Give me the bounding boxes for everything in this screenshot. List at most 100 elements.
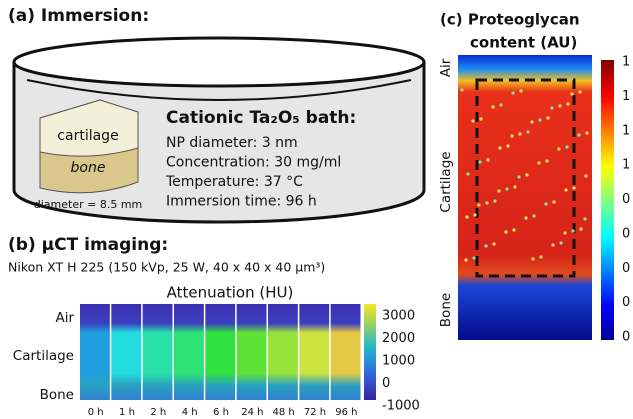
panel-b-subtitle: Nikon XT H 225 (150 kVp, 25 W, 40 x 40 x… bbox=[8, 260, 325, 275]
speckle bbox=[537, 161, 540, 164]
speckle bbox=[544, 202, 547, 205]
speckle bbox=[578, 90, 581, 93]
row-label: Bone bbox=[438, 293, 454, 327]
speckle bbox=[525, 173, 528, 176]
speckle bbox=[558, 104, 561, 107]
colorbar bbox=[364, 304, 376, 400]
speckle bbox=[532, 214, 535, 217]
bath-line: Immersion time: 96 h bbox=[166, 194, 317, 210]
time-label: 0 h bbox=[88, 407, 104, 418]
colorbar-tick-label: 1000 bbox=[382, 354, 415, 369]
time-label: 1 h bbox=[119, 407, 135, 418]
speckle bbox=[524, 216, 527, 219]
ct-tile bbox=[205, 304, 235, 400]
speckle bbox=[512, 228, 515, 231]
ct-tile bbox=[331, 304, 361, 400]
ct-tile bbox=[143, 304, 173, 400]
bath-line: Concentration: 30 mg/ml bbox=[166, 155, 341, 171]
bath-line: NP diameter: 3 nm bbox=[166, 135, 298, 151]
colorbar-tick-label: 0 bbox=[382, 376, 390, 391]
speckle bbox=[466, 172, 469, 175]
diameter-label: diameter = 8.5 mm bbox=[34, 198, 143, 211]
speckle bbox=[539, 255, 542, 258]
speckle bbox=[473, 213, 476, 216]
row-label: Cartilage bbox=[438, 151, 454, 212]
colorbar-tick-label: 0 bbox=[622, 226, 630, 241]
speckle bbox=[564, 188, 567, 191]
speckle bbox=[519, 89, 522, 92]
row-label: Air bbox=[438, 58, 454, 77]
speckle bbox=[477, 203, 480, 206]
row-label: Bone bbox=[40, 387, 74, 403]
speckle bbox=[465, 215, 468, 218]
ct-tile bbox=[268, 304, 298, 400]
speckle bbox=[545, 159, 548, 162]
speckle bbox=[464, 258, 467, 261]
speckle bbox=[546, 116, 549, 119]
time-label: 2 h bbox=[150, 407, 166, 418]
speckle bbox=[513, 185, 516, 188]
time-label: 6 h bbox=[213, 407, 229, 418]
colorbar-tick-label: 0 bbox=[622, 261, 630, 276]
ct-tile bbox=[174, 304, 204, 400]
speckle bbox=[485, 201, 488, 204]
figure: (a) Immersion: cartilage bone diameter =… bbox=[0, 0, 633, 419]
speckle bbox=[557, 147, 560, 150]
speckle bbox=[572, 186, 575, 189]
colorbar-tick-label: 1 bbox=[622, 89, 630, 104]
speckle bbox=[577, 133, 580, 136]
time-label: 24 h bbox=[241, 407, 263, 418]
speckle bbox=[504, 230, 507, 233]
ct-tile bbox=[111, 304, 141, 400]
colorbar-tick-label: 1 bbox=[622, 158, 630, 173]
speckle bbox=[559, 241, 562, 244]
time-label: 4 h bbox=[182, 407, 198, 418]
panel-b-title: (b) µCT imaging: bbox=[8, 235, 168, 255]
speckle bbox=[550, 106, 553, 109]
panel-c-title: (c) Proteoglycan bbox=[440, 11, 580, 29]
bath-title: Cationic Ta₂O₅ bath: bbox=[166, 108, 356, 128]
beaker-rim bbox=[14, 38, 424, 86]
speckle bbox=[511, 91, 514, 94]
speckle bbox=[510, 134, 513, 137]
speckle bbox=[479, 117, 482, 120]
speckle bbox=[506, 144, 509, 147]
speckle bbox=[471, 119, 474, 122]
speckle bbox=[579, 227, 582, 230]
speckle bbox=[566, 102, 569, 105]
colorbar-tick-label: 1 bbox=[622, 123, 630, 138]
speckle bbox=[570, 92, 573, 95]
colorbar-tick-label: 3000 bbox=[382, 309, 415, 324]
sample-label: bone bbox=[71, 160, 106, 176]
speckle bbox=[478, 160, 481, 163]
colorbar-tick-label: 1 bbox=[622, 55, 630, 70]
row-label: Air bbox=[55, 310, 74, 326]
speckle bbox=[505, 187, 508, 190]
speckle bbox=[460, 88, 463, 91]
image-title: Attenuation (HU) bbox=[167, 284, 294, 302]
colorbar-tick-label: 0 bbox=[622, 295, 630, 310]
panel-a-title: (a) Immersion: bbox=[8, 6, 149, 26]
speckle bbox=[551, 243, 554, 246]
speckle bbox=[565, 145, 568, 148]
sample-label: cartilage bbox=[57, 128, 118, 144]
speckle bbox=[472, 256, 475, 259]
speckle bbox=[583, 217, 586, 220]
speckle bbox=[526, 130, 529, 133]
colorbar-tick-label: 0 bbox=[622, 330, 630, 345]
speckle bbox=[530, 120, 533, 123]
time-label: 72 h bbox=[304, 407, 326, 418]
speckle bbox=[484, 244, 487, 247]
panel-c-title: content (AU) bbox=[470, 34, 577, 52]
time-label: 96 h bbox=[335, 407, 357, 418]
ct-tile bbox=[299, 304, 329, 400]
bath-line: Temperature: 37 °C bbox=[165, 174, 303, 190]
time-label: 48 h bbox=[273, 407, 295, 418]
speckle bbox=[497, 189, 500, 192]
ct-tile bbox=[237, 304, 267, 400]
speckle bbox=[518, 132, 521, 135]
speckle bbox=[486, 158, 489, 161]
ct-tile bbox=[80, 304, 110, 400]
speckle bbox=[571, 229, 574, 232]
row-label: Cartilage bbox=[13, 348, 74, 364]
